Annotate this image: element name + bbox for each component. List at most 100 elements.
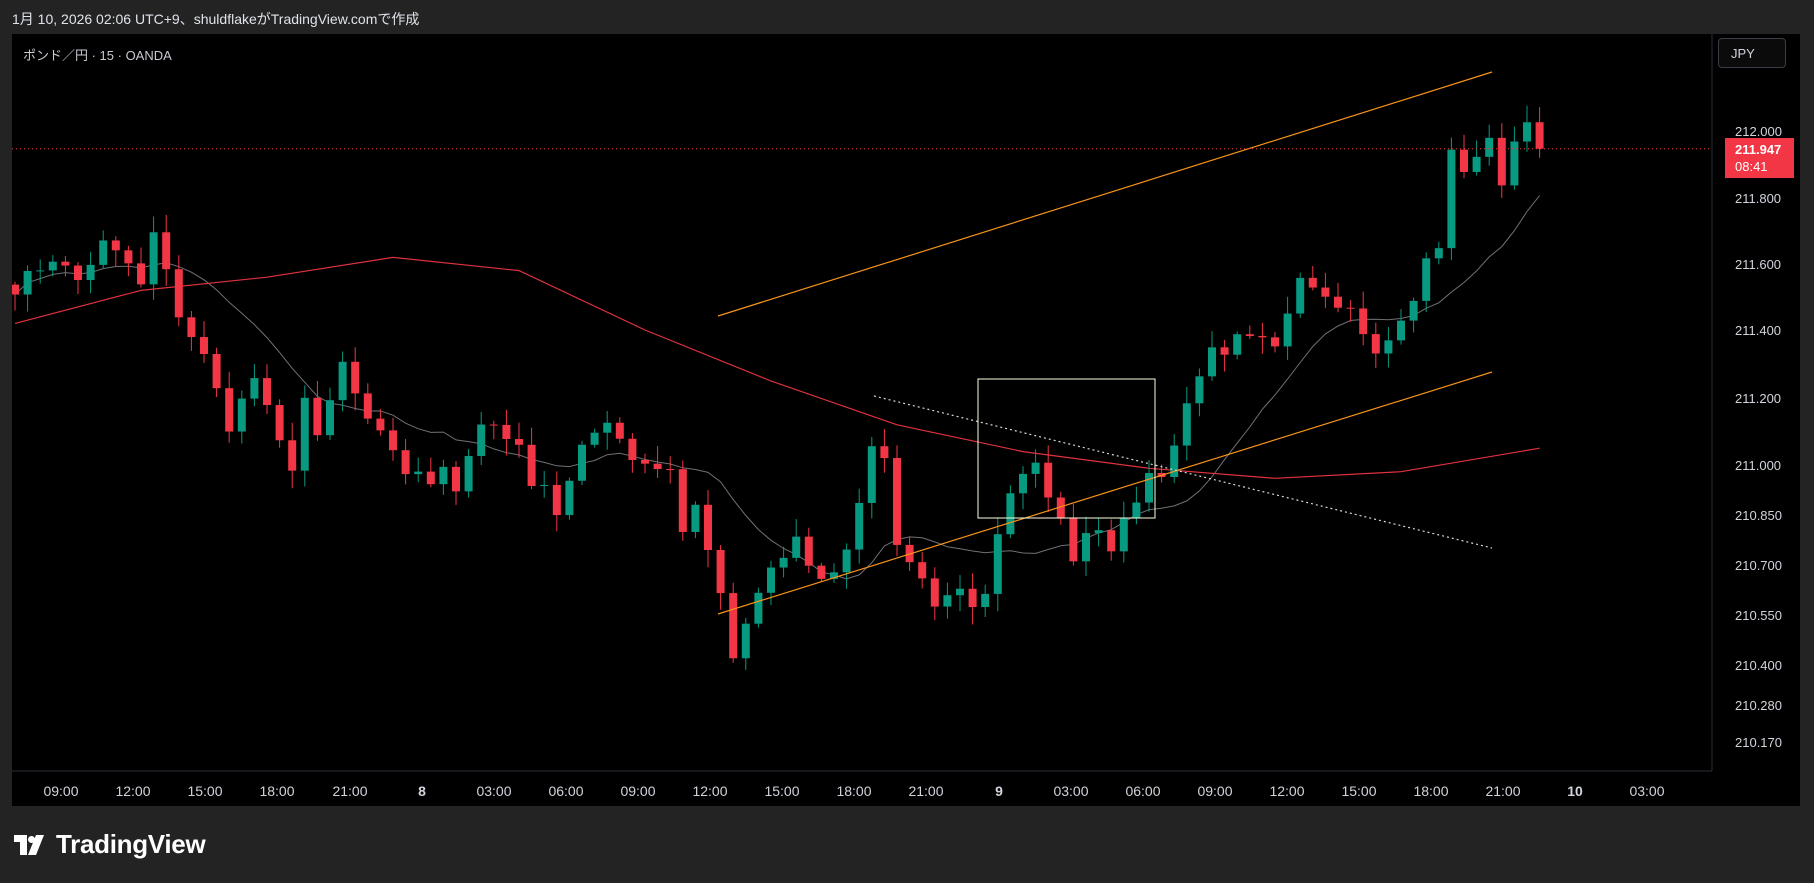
y-tick-label: 210.550 — [1735, 608, 1782, 623]
candle-body — [1119, 517, 1128, 552]
candle-body — [452, 466, 460, 492]
x-tick-label: 21:00 — [1485, 783, 1520, 799]
candle-body — [792, 536, 801, 558]
candle-body — [615, 422, 624, 439]
x-tick-label: 18:00 — [259, 783, 294, 799]
price-chart[interactable]: 212.000 211.800 211.600 211.400 211.200 211.0… — [12, 34, 1800, 806]
candle-body — [477, 424, 486, 457]
y-tick-label: 211.000 — [1735, 458, 1781, 473]
candle-body — [754, 592, 763, 624]
ma-short-line — [14, 195, 1540, 580]
candle-body — [111, 240, 120, 251]
x-tick-label: 10 — [1567, 783, 1583, 799]
candle-body — [326, 400, 334, 436]
candle-body — [993, 534, 1002, 594]
candle-body — [1321, 287, 1330, 297]
x-tick-label: 18:00 — [1413, 783, 1448, 799]
candle-body — [653, 463, 662, 470]
candle-body — [313, 397, 322, 436]
x-tick-label: 06:00 — [548, 783, 583, 799]
candle-body — [1031, 462, 1040, 474]
y-tick-label: 210.850 — [1735, 508, 1782, 523]
candle-body — [1271, 337, 1279, 347]
candle-body — [1006, 493, 1015, 535]
candle-body — [137, 263, 145, 285]
candle-body — [1182, 403, 1191, 446]
candle-body — [1170, 445, 1179, 478]
candle-body — [439, 466, 448, 485]
candle-body — [842, 549, 851, 573]
candle-body — [1523, 122, 1531, 142]
candle-body — [1334, 296, 1342, 308]
chart-caption: 1月 10, 2026 02:06 UTC+9、shuldflakeがTradi… — [12, 11, 420, 27]
x-tick-label: 12:00 — [692, 783, 727, 799]
candle-body — [1535, 122, 1544, 149]
candle-body — [401, 450, 410, 475]
candle-body — [1460, 149, 1468, 172]
candle-body — [880, 446, 889, 459]
axes: 212.000 211.800 211.600 211.400 211.200 211.0… — [12, 34, 1782, 799]
candle-body — [830, 572, 838, 579]
candle-body — [1485, 137, 1494, 157]
x-tick-label: 15:00 — [1341, 783, 1376, 799]
candle-body — [552, 484, 561, 516]
candle-body — [1434, 248, 1443, 259]
candle-body — [48, 261, 57, 271]
candle-body — [1220, 347, 1229, 355]
bar-countdown: 08:41 — [1735, 159, 1768, 174]
x-tick-label: 21:00 — [908, 783, 943, 799]
candle-body — [515, 439, 523, 445]
candle-body — [1245, 334, 1254, 337]
candle-body — [1409, 300, 1418, 321]
candle-body — [1296, 277, 1305, 314]
candle-body — [1056, 497, 1065, 519]
currency-button[interactable]: JPY — [1718, 38, 1786, 68]
x-tick-label: 03:00 — [1629, 783, 1664, 799]
candle-body — [666, 469, 675, 471]
tradingview-logo[interactable]: TradingView — [14, 829, 206, 860]
candle-body — [1132, 502, 1141, 518]
x-tick-label: 12:00 — [1269, 783, 1304, 799]
candle-body — [426, 471, 435, 485]
candle-body — [540, 484, 549, 486]
x-tick-label: 15:00 — [764, 783, 799, 799]
y-tick-label: 211.600 — [1735, 257, 1781, 272]
y-tick-label: 212.000 — [1735, 124, 1782, 139]
candle-body — [36, 270, 45, 272]
candle-body — [124, 250, 133, 264]
candle-body — [704, 504, 712, 551]
candle-body — [1384, 340, 1393, 354]
candle-body — [691, 504, 700, 532]
current-price-badge: 211.947 08:41 — [1725, 138, 1794, 178]
x-tick-label: 21:00 — [332, 783, 367, 799]
candle-body — [930, 578, 939, 607]
symbol-label: ポンド／円 · 15 · OANDA — [23, 48, 172, 63]
y-tick-label: 211.200 — [1735, 391, 1781, 406]
candle-body — [1145, 473, 1153, 503]
y-tick-label: 210.170 — [1735, 735, 1782, 750]
x-tick-label: 09:00 — [620, 783, 655, 799]
candle-body — [263, 378, 271, 406]
highlight-rectangle — [977, 378, 1156, 519]
x-tick-label: 03:00 — [476, 783, 511, 799]
candle-body — [981, 593, 990, 608]
candle-body — [804, 536, 813, 566]
candle-body — [1283, 313, 1292, 347]
candle-body — [200, 337, 208, 355]
moving-averages — [14, 195, 1540, 580]
candle-body — [1107, 530, 1116, 552]
candle-body — [817, 565, 826, 579]
candle-body — [1397, 320, 1405, 341]
candle-body — [12, 284, 19, 295]
candle-body — [237, 398, 246, 432]
y-tick-label: 211.400 — [1735, 323, 1781, 338]
candle-body — [729, 593, 738, 659]
candle-body — [86, 264, 95, 281]
chart-frame[interactable]: 212.000 211.800 211.600 211.400 211.200 211.0… — [12, 34, 1800, 806]
candle-body — [300, 397, 309, 471]
candle-body — [1422, 258, 1431, 301]
tradingview-logo-icon — [14, 834, 44, 855]
candle-body — [288, 440, 297, 471]
candle-body — [943, 595, 952, 607]
candle-body — [1069, 518, 1078, 562]
